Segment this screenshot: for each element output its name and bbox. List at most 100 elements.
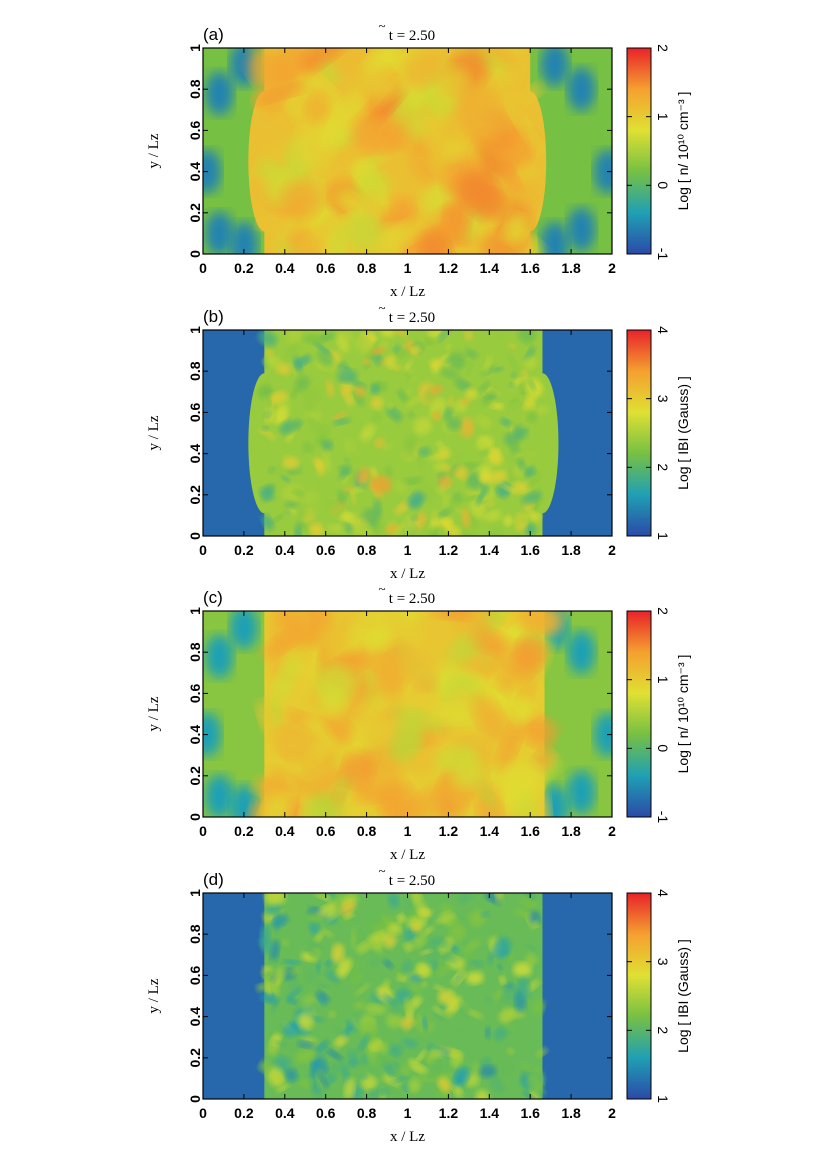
turbulence-blob bbox=[434, 508, 452, 521]
turbulence-blob bbox=[285, 1068, 298, 1082]
turbulence-blob bbox=[420, 949, 432, 955]
turbulence-blob bbox=[283, 456, 300, 470]
low-density-spot bbox=[205, 774, 234, 817]
turbulence-blob bbox=[454, 1066, 470, 1085]
turbulence-blob bbox=[292, 369, 298, 375]
x-tick-label: 1.8 bbox=[561, 823, 581, 839]
turbulence-blob bbox=[437, 989, 455, 1005]
time-tilde-symbol: ~ bbox=[378, 18, 385, 33]
turbulence-blob bbox=[486, 528, 503, 536]
x-tick-label: 1 bbox=[404, 823, 412, 839]
turbulence-blob bbox=[503, 515, 514, 526]
turbulence-blob bbox=[536, 1047, 548, 1058]
colorbar bbox=[626, 610, 652, 818]
turbulence-blob bbox=[347, 471, 357, 488]
turbulence-blob bbox=[331, 48, 368, 77]
turbulence-blob bbox=[350, 487, 356, 506]
colorbar-tick-label: 1 bbox=[655, 113, 671, 121]
x-tick-label: 1.6 bbox=[520, 260, 540, 276]
turbulence-blob bbox=[257, 217, 282, 233]
x-tick-label: 1.4 bbox=[480, 542, 500, 558]
colorbar-tick-label: 2 bbox=[655, 1026, 671, 1034]
turbulence-blob bbox=[485, 1026, 491, 1039]
turbulence-blob bbox=[260, 792, 291, 817]
turbulence-blob bbox=[509, 699, 535, 724]
turbulence-blob bbox=[408, 491, 425, 509]
colorbar-tick-label: -1 bbox=[655, 811, 671, 824]
turbulence-blob bbox=[464, 330, 473, 340]
x-tick-label: 1 bbox=[404, 1105, 412, 1121]
y-tick-label: 0.4 bbox=[187, 1007, 203, 1027]
turbulence-blob bbox=[264, 410, 272, 419]
x-tick-label: 2 bbox=[608, 260, 616, 276]
turbulence-blob bbox=[462, 938, 481, 954]
turbulence-blob bbox=[533, 405, 549, 416]
colorbar-label: Log [ n/ 10¹⁰ cm⁻³ ] bbox=[675, 92, 691, 211]
turbulence-blob bbox=[319, 1050, 335, 1059]
turbulence-blob bbox=[355, 930, 366, 945]
turbulence-blob bbox=[487, 952, 494, 965]
turbulence-blob bbox=[530, 351, 536, 357]
turbulence-blob bbox=[349, 959, 361, 979]
turbulence-blob bbox=[511, 372, 516, 378]
turbulence-blob bbox=[411, 346, 421, 354]
turbulence-blob bbox=[457, 893, 472, 904]
turbulence-blob bbox=[301, 48, 346, 71]
y-tick-label: 0.8 bbox=[187, 642, 203, 662]
turbulence-blob bbox=[247, 48, 289, 93]
low-density-spot bbox=[203, 712, 222, 757]
x-tick-label: 0.2 bbox=[234, 823, 254, 839]
turbulence-blob bbox=[325, 909, 340, 921]
turbulence-blob bbox=[396, 786, 444, 817]
turbulence-blob bbox=[513, 84, 543, 107]
turbulence-blob bbox=[308, 477, 321, 486]
turbulence-blob bbox=[387, 612, 420, 639]
turbulence-blob bbox=[397, 389, 408, 402]
turbulence-blob bbox=[279, 909, 285, 915]
turbulence-blob bbox=[346, 437, 362, 457]
turbulence-blob bbox=[514, 908, 532, 918]
turbulence-blob bbox=[509, 398, 519, 405]
turbulence-blob bbox=[490, 449, 503, 466]
turbulence-blob bbox=[336, 368, 358, 384]
turbulence-blob bbox=[433, 984, 444, 991]
turbulence-blob bbox=[370, 396, 383, 410]
turbulence-blob bbox=[258, 1060, 272, 1073]
turbulence-blob bbox=[528, 909, 541, 925]
y-tick-label: 0.2 bbox=[187, 1048, 203, 1068]
turbulence-blob bbox=[317, 893, 326, 899]
turbulence-blob bbox=[349, 1059, 358, 1067]
turbulence-blob bbox=[524, 356, 537, 370]
turbulence-blob bbox=[391, 1062, 400, 1070]
panel-a: 0 0.2 0.4 0.6 0.8 1 1.2 1.4 1.6 1.8 2 0 0.2 0.4 0.6 0.8… bbox=[146, 18, 691, 300]
turbulence-blob bbox=[496, 669, 519, 693]
turbulence-blob bbox=[259, 937, 273, 954]
low-density-spot bbox=[567, 630, 596, 675]
turbulence-blob bbox=[508, 354, 520, 374]
colorbar-tick-label: 1 bbox=[655, 676, 671, 684]
turbulence-blob bbox=[297, 1013, 314, 1030]
turbulence-blob bbox=[281, 179, 323, 219]
turbulence-blob bbox=[494, 366, 504, 373]
turbulence-blob bbox=[272, 914, 288, 928]
x-axis-label: x / Lz bbox=[390, 284, 425, 300]
turbulence-blob bbox=[315, 663, 357, 703]
x-tick-label: 0.6 bbox=[316, 542, 336, 558]
turbulence-blob bbox=[439, 904, 453, 914]
turbulence-blob bbox=[266, 393, 272, 411]
turbulence-blob bbox=[300, 930, 311, 949]
turbulence-blob bbox=[284, 501, 299, 509]
colorbar-label: Log [ IBI (Gauss) ] bbox=[675, 376, 691, 490]
turbulence-blob bbox=[523, 1092, 535, 1099]
turbulence-blob bbox=[370, 383, 380, 395]
x-tick-label: 1.6 bbox=[520, 542, 540, 558]
turbulence-blob bbox=[388, 893, 400, 909]
turbulence-blob bbox=[466, 471, 483, 490]
turbulence-blob bbox=[293, 355, 302, 373]
turbulence-blob bbox=[443, 203, 471, 240]
y-tick-label: 0.6 bbox=[187, 120, 203, 140]
turbulence-blob bbox=[422, 926, 435, 936]
turbulence-blob bbox=[314, 930, 324, 943]
time-label: t = 2.50 bbox=[389, 873, 435, 889]
low-density-spot bbox=[567, 67, 596, 112]
